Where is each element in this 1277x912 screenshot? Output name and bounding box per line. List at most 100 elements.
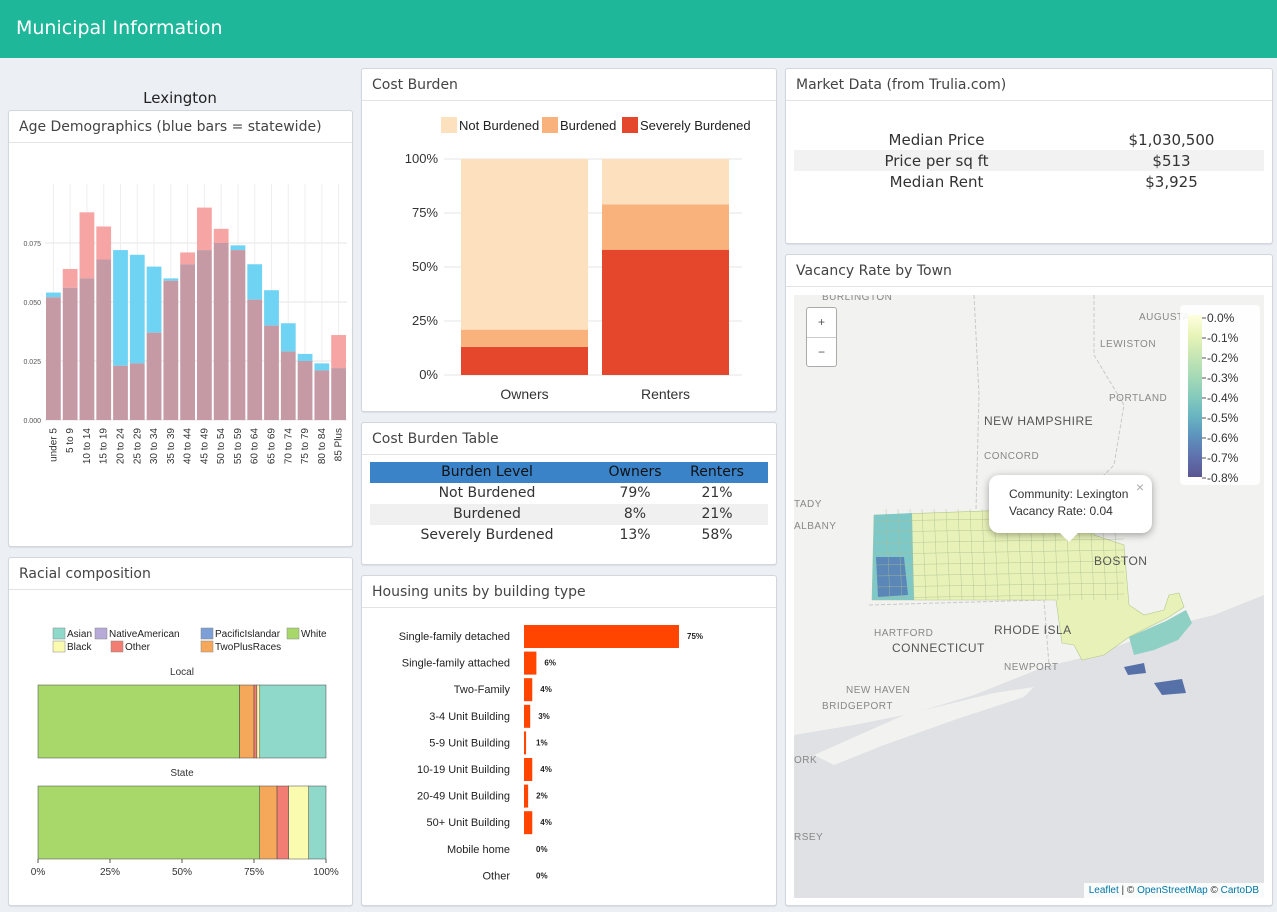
age-demographics-panel: Age Demographics (blue bars = statewide)…	[8, 110, 353, 547]
place-label: RSEY	[794, 832, 823, 843]
age-bar-overlap	[264, 325, 279, 420]
x-tick-label: 40 to 44	[183, 428, 194, 465]
cape-cod-region	[1129, 610, 1192, 655]
market-row-price-per-sqft: Price per sq ft $513	[794, 150, 1264, 171]
bar-value-label: 4%	[540, 685, 552, 694]
facet-label: Local	[170, 667, 194, 678]
legend-label: -0.4%	[1207, 391, 1239, 405]
cartodb-link[interactable]: CartoDB	[1220, 885, 1259, 896]
vacancy-legend: 0.0% -0.1% -0.2% -0.3% -0.4% -0.5% -0.6% -0.7% -…	[1180, 305, 1260, 485]
legend-label: White	[301, 629, 327, 640]
zoom-out-button[interactable]: −	[807, 337, 836, 366]
age-bar-overlap	[247, 299, 263, 420]
age-bar-excess	[180, 252, 195, 265]
massachusetts-region[interactable]	[871, 506, 1185, 661]
facet-label: State	[170, 768, 194, 779]
place-label: CONNECTICUT	[892, 641, 985, 655]
y-tick-label: 100%	[405, 151, 439, 166]
table-cell: 21%	[701, 506, 733, 522]
cost-burden-table-title: Cost Burden Table	[362, 423, 776, 455]
legend-label: -0.3%	[1207, 371, 1239, 385]
zoom-control: + −	[806, 307, 837, 367]
race-segment	[253, 684, 258, 759]
place-labels: BURLINGTON AUGUSTA LEWISTON PORTLAND NEW HAM…	[794, 295, 1190, 843]
app-title: Municipal Information	[16, 17, 223, 39]
age-bar-excess	[146, 266, 162, 333]
openstreetmap-link[interactable]: OpenStreetMap	[1137, 885, 1208, 896]
x-tick-label: 20 to 24	[116, 428, 127, 465]
place-label: NEW HAVEN	[846, 685, 910, 696]
legend-label: Black	[67, 642, 92, 653]
place-label: AUGUSTA	[1139, 312, 1190, 323]
zoom-in-button[interactable]: +	[817, 315, 825, 329]
top-navbar: Municipal Information	[0, 0, 1277, 58]
age-bar-excess	[96, 226, 112, 260]
legend-gradient	[1188, 315, 1202, 477]
cost-burden-segment	[461, 346, 588, 375]
legend-label: -0.1%	[1207, 331, 1239, 345]
category-label: 20-49 Unit Building	[417, 791, 510, 803]
category-label: Single-family attached	[402, 658, 510, 670]
age-bar-overlap	[180, 264, 195, 420]
category-label: Two-Family	[454, 684, 511, 696]
table-header-row: Burden Level Owners Renters	[370, 462, 768, 483]
popup-community: Community: Lexington	[1009, 487, 1129, 501]
table-cell: 21%	[701, 485, 733, 501]
legend-label: -0.6%	[1207, 431, 1239, 445]
age-demographics-chart: 0.000 0.025 0.050 0.075 under 5 5 to 9 10 to 1…	[23, 184, 347, 465]
place-label: ALBANY	[794, 521, 836, 532]
islands-region	[1124, 663, 1146, 675]
x-tick-label: 5 to 9	[65, 428, 76, 453]
legend-swatch	[200, 627, 214, 640]
category-label: 50+ Unit Building	[427, 817, 510, 829]
legend-label: -0.7%	[1207, 451, 1239, 465]
cost-burden-chart: Not Burdened Burdened Severely Burdened 0% 2…	[405, 117, 751, 402]
racial-composition-title: Racial composition	[9, 558, 352, 590]
race-segment	[256, 684, 261, 759]
leaflet-link[interactable]: Leaflet	[1088, 885, 1119, 896]
table-cell: 58%	[701, 527, 733, 543]
legend-label: -0.5%	[1207, 411, 1239, 425]
popup-rate: Vacancy Rate: 0.04	[1009, 504, 1113, 518]
place-label: ORK	[794, 755, 817, 766]
legend-swatch	[286, 627, 300, 640]
y-tick-label: 0.050	[23, 300, 41, 307]
bar-value-label: 0%	[536, 871, 548, 880]
vacancy-map[interactable]: BURLINGTON AUGUSTA LEWISTON PORTLAND NEW HAM…	[794, 295, 1264, 898]
legend-swatch	[52, 627, 66, 640]
bar-value-label: 2%	[536, 792, 548, 801]
x-tick-label: 65 to 69	[267, 428, 278, 465]
market-label: Price per sq ft	[884, 152, 989, 170]
age-bar-excess	[163, 278, 179, 281]
popup-close-button[interactable]: ×	[1135, 479, 1144, 495]
age-bar-overlap	[146, 332, 162, 420]
legend-swatch	[110, 640, 124, 653]
y-tick-label: 25%	[412, 313, 438, 328]
age-bar-overlap	[96, 259, 112, 420]
legend-swatch	[542, 117, 558, 133]
place-label: RHODE ISLA	[994, 623, 1072, 637]
legend-label: Severely Burdened	[640, 118, 751, 133]
x-tick-label: 0%	[31, 867, 46, 878]
legend-label: -0.8%	[1207, 471, 1239, 485]
bar-value-label: 3%	[538, 712, 550, 721]
place-label: BOSTON	[1094, 554, 1147, 568]
age-bar-overlap	[113, 365, 128, 420]
age-bar-overlap	[129, 363, 145, 420]
x-tick-label: 75 to 79	[300, 428, 311, 465]
x-tick-label: 50%	[172, 867, 192, 878]
housing-bar	[524, 625, 679, 648]
housing-bar	[524, 731, 527, 755]
x-tick-label: 25 to 29	[132, 428, 143, 465]
state-boundary	[1093, 295, 1125, 486]
housing-bar	[524, 678, 533, 702]
category-label: Mobile home	[447, 844, 510, 856]
category-label: Single-family detached	[399, 631, 510, 643]
table-row: Severely Burdened 13% 58%	[370, 525, 768, 546]
western-ma-region	[876, 557, 908, 597]
housing-bar	[524, 651, 537, 675]
y-tick-label: 0.025	[23, 359, 41, 366]
legend-swatch	[441, 117, 457, 133]
age-bar-overlap	[314, 370, 330, 420]
state-boundary	[973, 295, 980, 511]
